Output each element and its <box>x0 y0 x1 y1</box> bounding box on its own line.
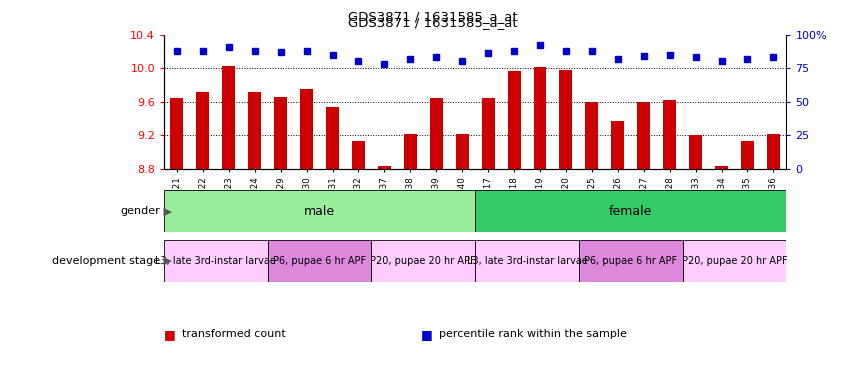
Text: P6, pupae 6 hr APF: P6, pupae 6 hr APF <box>273 256 366 266</box>
Text: percentile rank within the sample: percentile rank within the sample <box>439 329 627 339</box>
Text: ▶: ▶ <box>160 206 172 216</box>
Text: GDS3871 / 1631585_a_at: GDS3871 / 1631585_a_at <box>347 16 517 29</box>
Bar <box>300 89 313 169</box>
Bar <box>767 134 780 169</box>
Bar <box>637 102 650 169</box>
Bar <box>664 100 676 169</box>
Bar <box>267 240 372 282</box>
Text: P20, pupae 20 hr APF: P20, pupae 20 hr APF <box>682 256 787 266</box>
Text: ■: ■ <box>420 328 432 341</box>
Bar <box>164 190 475 232</box>
Bar <box>533 67 547 169</box>
Text: ▶: ▶ <box>160 256 172 266</box>
Bar <box>171 98 183 169</box>
Bar <box>689 134 702 169</box>
Bar <box>559 70 573 169</box>
Bar <box>274 97 287 169</box>
Bar <box>611 121 624 169</box>
Bar <box>378 166 391 169</box>
Bar <box>197 92 209 169</box>
Bar <box>585 102 598 169</box>
Text: male: male <box>304 205 336 218</box>
Bar <box>456 134 468 169</box>
Text: L3, late 3rd-instar larvae: L3, late 3rd-instar larvae <box>156 256 277 266</box>
Bar <box>475 240 579 282</box>
Bar <box>741 141 754 169</box>
Bar <box>715 166 728 169</box>
Text: P20, pupae 20 hr APF: P20, pupae 20 hr APF <box>371 256 476 266</box>
Bar <box>683 240 786 282</box>
Bar <box>326 107 339 169</box>
Text: P6, pupae 6 hr APF: P6, pupae 6 hr APF <box>584 256 677 266</box>
Bar <box>248 92 262 169</box>
Text: gender: gender <box>120 206 160 216</box>
Bar <box>404 134 417 169</box>
Bar <box>222 66 235 169</box>
Text: transformed count: transformed count <box>182 329 286 339</box>
Bar <box>508 71 521 169</box>
Text: female: female <box>609 205 653 218</box>
Bar <box>482 98 495 169</box>
Text: development stage: development stage <box>51 256 160 266</box>
Bar <box>164 240 267 282</box>
Bar <box>475 190 786 232</box>
Bar <box>430 98 442 169</box>
Text: ■: ■ <box>164 328 176 341</box>
Bar <box>352 141 365 169</box>
Text: GDS3871 / 1631585_a_at: GDS3871 / 1631585_a_at <box>348 10 518 23</box>
Text: L3, late 3rd-instar larvae: L3, late 3rd-instar larvae <box>467 256 588 266</box>
Bar <box>579 240 683 282</box>
Bar <box>372 240 475 282</box>
